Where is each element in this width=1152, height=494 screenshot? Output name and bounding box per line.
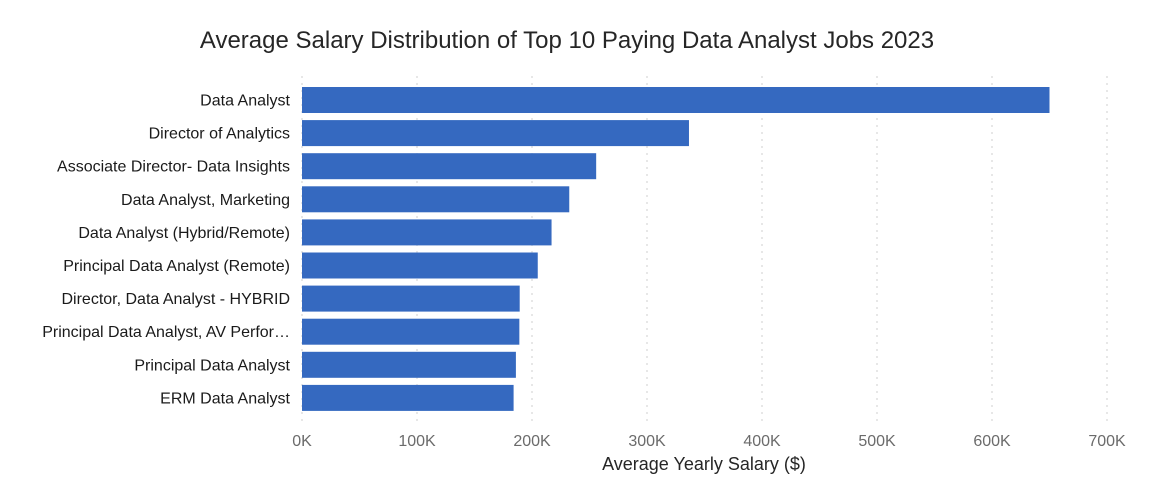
category-label: Director of Analytics <box>149 126 290 143</box>
category-label: Principal Data Analyst, AV Perfor… <box>42 324 290 341</box>
bar <box>302 120 689 147</box>
bar <box>302 87 1050 113</box>
bar <box>302 153 597 180</box>
x-tick-label: 300K <box>628 433 666 450</box>
category-label: Principal Data Analyst <box>134 357 290 374</box>
x-tick-label: 200K <box>513 433 551 450</box>
category-label: Principal Data Analyst (Remote) <box>63 258 290 275</box>
category-label: ERM Data Analyst <box>160 390 290 407</box>
x-tick-label: 600K <box>973 433 1011 450</box>
bar <box>302 384 514 411</box>
x-tick-label: 100K <box>398 433 436 450</box>
category-label: Data Analyst <box>200 93 290 110</box>
bar <box>302 318 520 345</box>
category-label: Data Analyst, Marketing <box>121 192 290 209</box>
bar <box>302 219 552 246</box>
x-tick-label: 700K <box>1088 433 1126 450</box>
bars <box>302 87 1050 411</box>
bar <box>302 285 520 312</box>
x-axis-label: Average Yearly Salary ($) <box>602 454 806 474</box>
x-tick-labels: 0K 100K 200K 300K 400K 500K 600K 700K <box>292 433 1126 450</box>
bar <box>302 351 516 378</box>
x-tick-label: 0K <box>292 433 312 450</box>
x-tick-label: 400K <box>743 433 781 450</box>
bar <box>302 186 570 213</box>
category-label: Data Analyst (Hybrid/Remote) <box>78 225 290 242</box>
chart-title: Average Salary Distribution of Top 10 Pa… <box>200 27 934 54</box>
category-label: Director, Data Analyst - HYBRID <box>61 291 290 308</box>
x-tick-label: 500K <box>858 433 896 450</box>
category-label: Associate Director- Data Insights <box>57 159 290 176</box>
bar <box>302 252 538 279</box>
category-labels: Data Analyst Director of Analytics Associa… <box>42 93 290 408</box>
